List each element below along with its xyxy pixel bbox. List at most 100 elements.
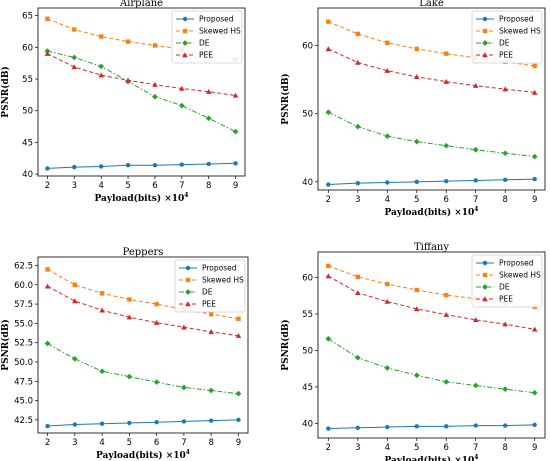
- legend-label: Proposed: [499, 259, 534, 268]
- y-tick-label: 55: [22, 75, 33, 85]
- data-point: [355, 31, 360, 37]
- data-point: [72, 282, 78, 287]
- data-point: [355, 180, 360, 186]
- chart-panel-2: Lake 2 3 4 5 6 7 8 9 40 50 60 Payload(bits) ×104 PSNR…: [280, 0, 546, 218]
- x-tick-label: 6: [444, 195, 449, 205]
- series-line: [47, 50, 236, 133]
- x-tick-label: 3: [72, 438, 77, 448]
- chart-title: Airplane: [119, 0, 163, 9]
- x-tick-label: 2: [45, 181, 50, 191]
- chart-title: Peppers: [123, 247, 164, 258]
- x-tick-label: 2: [326, 443, 331, 453]
- x-tick-label: 3: [355, 443, 360, 453]
- series-line: [47, 343, 239, 395]
- y-tick-label: 60: [302, 274, 313, 284]
- y-axis-label: PSNR(dB): [280, 73, 291, 124]
- legend-marker: [185, 289, 191, 295]
- x-tick-label: 8: [502, 195, 507, 205]
- data-point: [179, 85, 185, 91]
- y-tick-label: 52.5: [14, 339, 33, 349]
- data-point: [326, 19, 331, 24]
- data-point: [444, 292, 449, 298]
- data-point: [71, 64, 78, 70]
- data-point: [414, 424, 419, 429]
- series-line: [47, 419, 239, 427]
- legend-marker: [482, 284, 488, 290]
- x-tick-label: 6: [152, 181, 157, 191]
- data-point: [325, 273, 332, 279]
- legend-label: PEE: [199, 51, 213, 60]
- data-point: [235, 390, 242, 397]
- data-point: [473, 423, 478, 428]
- data-point: [472, 82, 479, 88]
- data-point: [385, 40, 390, 45]
- data-point: [414, 287, 419, 293]
- data-point: [125, 39, 131, 44]
- y-axis-label: PSNR(dB): [0, 319, 11, 370]
- data-point: [443, 78, 449, 84]
- series-de: [44, 48, 239, 135]
- data-point: [414, 74, 420, 80]
- legend-item: DE: [176, 39, 210, 48]
- data-point: [178, 102, 185, 109]
- series-line: [328, 424, 535, 430]
- data-point: [502, 86, 508, 92]
- data-point: [414, 46, 419, 52]
- data-point: [384, 67, 391, 73]
- series-line: [328, 178, 535, 186]
- y-tick-label: 42.5: [14, 416, 33, 426]
- legend-label: Skewed HS: [499, 27, 541, 36]
- y-tick-label: 47.5: [14, 377, 33, 387]
- x-tick-label: 5: [414, 443, 419, 453]
- legend-marker: [185, 265, 191, 271]
- data-point: [208, 329, 214, 335]
- legend-marker: [482, 260, 488, 266]
- data-point: [472, 382, 479, 389]
- data-point: [153, 319, 160, 325]
- y-axis-label: PSNR(dB): [280, 319, 291, 370]
- data-point: [44, 340, 51, 347]
- y-tick-label: 50.0: [14, 358, 33, 368]
- data-point: [99, 291, 105, 296]
- legend-marker: [182, 52, 188, 58]
- legend-item: DE: [179, 288, 213, 297]
- series-pee: [325, 46, 538, 95]
- legend-label: Proposed: [199, 15, 234, 24]
- legend-item: Skewed HS: [476, 27, 541, 36]
- legend-marker: [182, 40, 188, 46]
- legend-box: [174, 259, 246, 313]
- data-point: [385, 281, 390, 287]
- legend-label: DE: [202, 288, 213, 297]
- legend-label: DE: [499, 39, 510, 48]
- legend-item: Skewed HS: [476, 271, 541, 280]
- legend-item: PEE: [179, 300, 216, 309]
- series-pee: [44, 50, 239, 98]
- data-point: [532, 176, 537, 182]
- data-point: [414, 306, 420, 312]
- data-point: [205, 88, 212, 94]
- data-point: [179, 162, 185, 167]
- data-point: [72, 422, 78, 427]
- legend-item: DE: [476, 283, 510, 292]
- x-tick-label: 5: [414, 195, 419, 205]
- y-tick-label: 60: [302, 41, 313, 51]
- data-point: [326, 263, 331, 269]
- legend-marker: [482, 52, 488, 58]
- data-point: [126, 373, 133, 380]
- series-line: [47, 53, 236, 96]
- series-proposed: [45, 161, 238, 171]
- x-axis-label: Payload(bits) ×104: [95, 192, 189, 204]
- data-point: [45, 423, 50, 429]
- series-proposed: [326, 176, 537, 187]
- series-de: [325, 335, 538, 396]
- data-point: [72, 298, 78, 304]
- legend-marker: [482, 28, 488, 34]
- legend: Proposed Skewed HS DE PEE: [471, 254, 543, 308]
- data-point: [444, 51, 449, 56]
- x-tick-label: 9: [236, 438, 241, 448]
- data-point: [232, 92, 239, 98]
- y-tick-label: 40: [22, 170, 33, 180]
- data-point: [325, 46, 332, 52]
- series-line: [328, 275, 535, 330]
